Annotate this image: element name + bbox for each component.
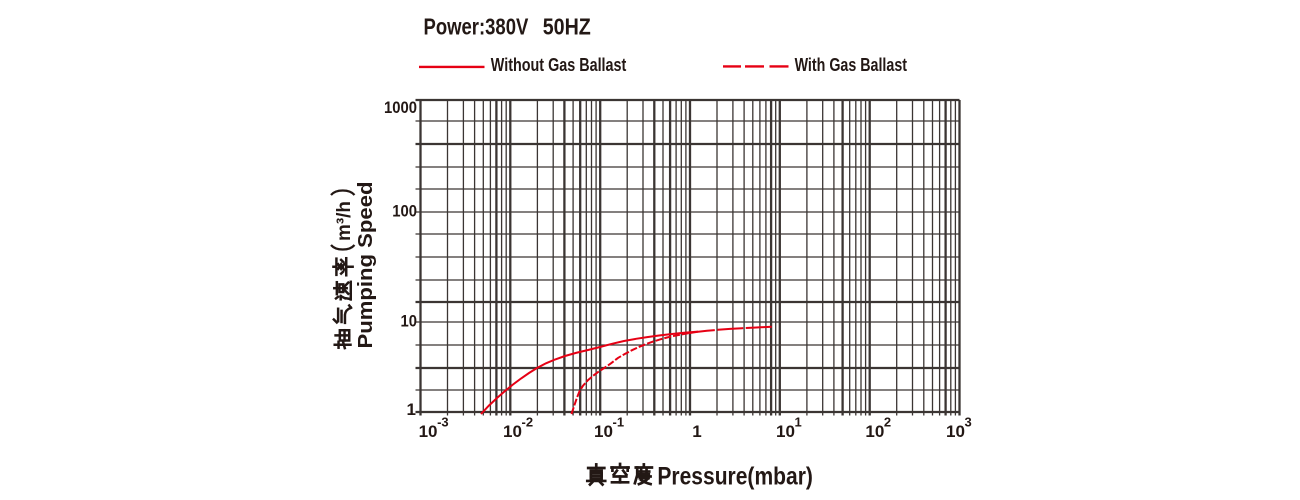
svg-text:With Gas Ballast: With Gas Ballast [795,55,907,75]
svg-text:10: 10 [503,422,522,441]
svg-text:Pumping Speed: Pumping Speed [354,182,377,349]
svg-text:10: 10 [946,422,965,441]
svg-text:10: 10 [865,422,884,441]
svg-text:1: 1 [692,422,701,441]
svg-text:-3: -3 [437,415,449,430]
svg-text:-1: -1 [613,415,625,430]
svg-text:10: 10 [594,422,613,441]
svg-text:m³/h: m³/h [334,201,355,241]
svg-text:Pressure(mbar): Pressure(mbar) [657,463,813,491]
svg-text:1: 1 [407,400,416,419]
svg-text:50HZ: 50HZ [543,14,591,40]
svg-text:-2: -2 [522,415,534,430]
svg-text:1: 1 [795,415,802,430]
svg-text:10: 10 [776,422,795,441]
svg-text:10: 10 [419,422,438,441]
svg-text:1000: 1000 [384,98,417,117]
svg-text:3: 3 [965,415,972,430]
svg-text:Power:380V: Power:380V [424,14,529,40]
svg-text:10: 10 [401,312,418,331]
svg-text:Without Gas Ballast: Without Gas Ballast [491,55,627,75]
svg-text:100: 100 [392,201,417,220]
svg-text:2: 2 [884,415,891,430]
